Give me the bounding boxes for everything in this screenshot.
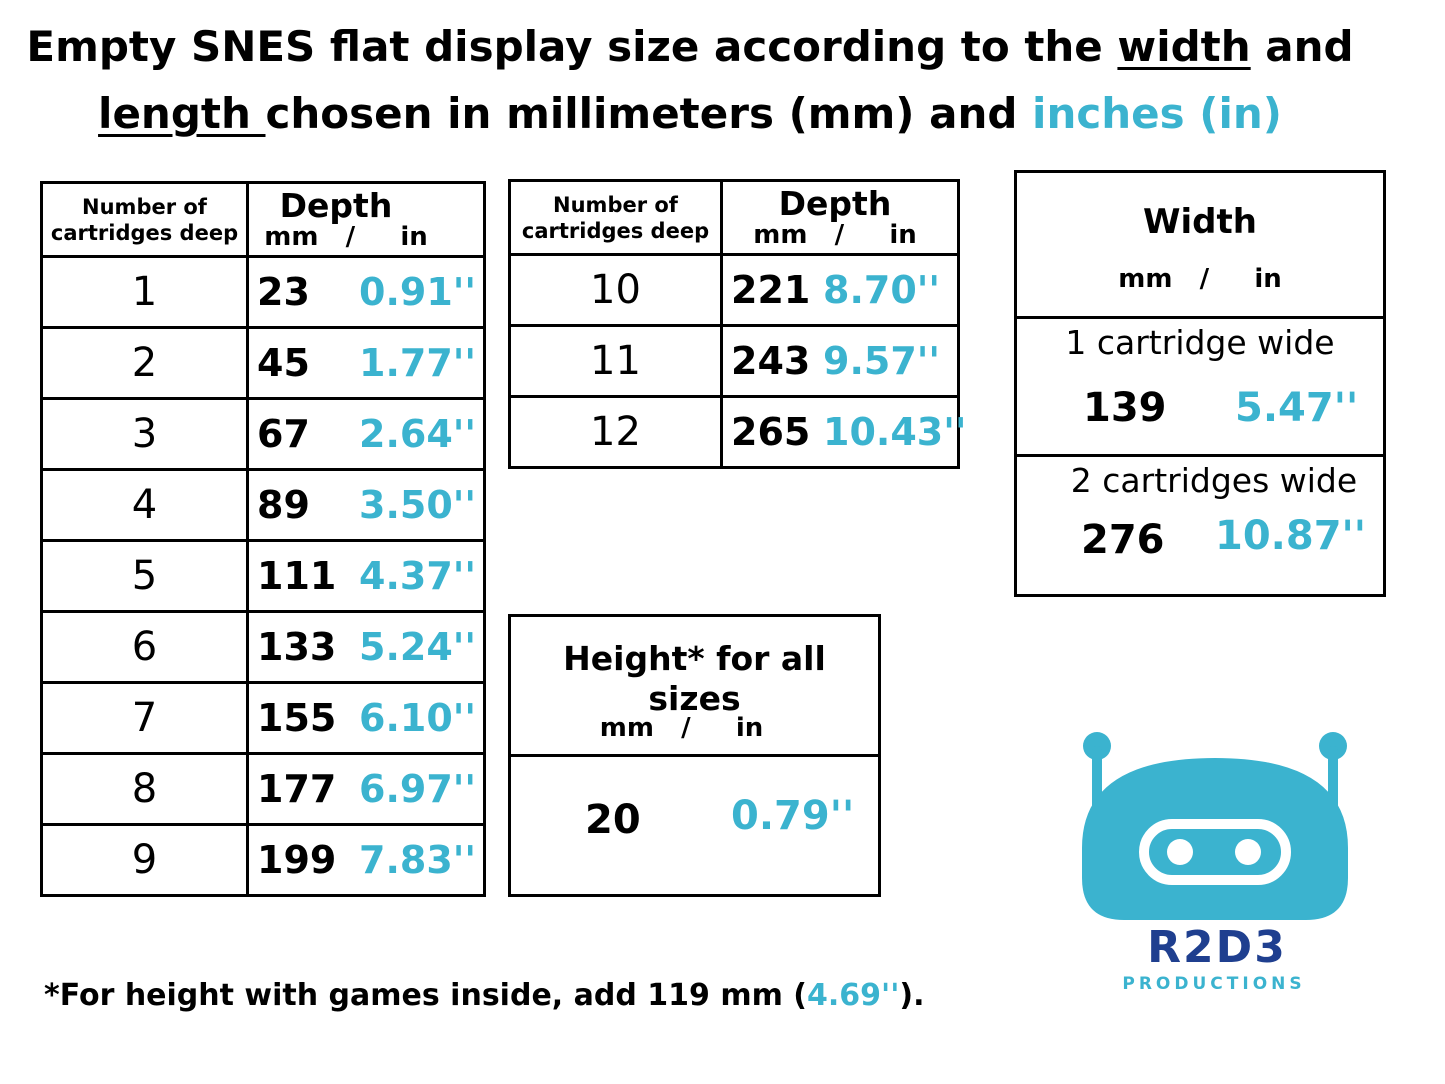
width-in-value: 10.87''	[1215, 513, 1367, 559]
title-text: Empty SNES flat display size according t…	[26, 22, 1118, 71]
width-mm-value: 139	[1083, 385, 1167, 431]
width-table: Width mm / in 1 cartridge wide 139 5.47'…	[1014, 170, 1386, 597]
table-row: 6 133 5.24''	[40, 610, 486, 684]
width-row-label: 1 cartridge wide	[1065, 323, 1335, 362]
title-text: chosen in millimeters (mm) and	[265, 89, 1033, 138]
width-row-2: 2 cartridges wide 276 10.87''	[1014, 454, 1386, 597]
cartridge-count-cell: 10	[508, 253, 723, 327]
cartridge-count-cell: 4	[40, 468, 249, 542]
depth-value-cell: 243 9.57''	[720, 324, 960, 398]
table-row: 8 177 6.97''	[40, 752, 486, 826]
cartridge-count-cell: 9	[40, 823, 249, 897]
depth-mm-value: 221	[731, 268, 811, 312]
r2d3-logo: R2D3 PRODUCTIONS	[1070, 728, 1360, 998]
depth-mm-value: 67	[257, 412, 310, 456]
depth-table-2-header-count: Number of cartridges deep	[508, 179, 723, 256]
depth-table-1-header-depth: Depth mm / in	[246, 181, 486, 258]
cartridge-count-cell: 1	[40, 255, 249, 329]
depth-value-cell: 177 6.97''	[246, 752, 486, 826]
table-row: 7 155 6.10''	[40, 681, 486, 755]
cartridge-count-cell: 6	[40, 610, 249, 684]
cartridge-count-cell: 12	[508, 395, 723, 469]
cartridge-count-cell: 5	[40, 539, 249, 613]
title-width-word: width	[1117, 22, 1251, 71]
depth-in-value: 8.70''	[823, 268, 941, 312]
table-row: 2 45 1.77''	[40, 326, 486, 400]
table-row: 12 265 10.43''	[508, 395, 966, 469]
depth-in-value: 0.91''	[359, 270, 477, 314]
title-inches-word: inches (in)	[1032, 89, 1282, 138]
depth-in-value: 10.43''	[823, 410, 967, 454]
depth-table-1-header-count: Number of cartridges deep	[40, 181, 249, 258]
height-table-values: 20 0.79''	[508, 754, 881, 897]
depth-value-cell: 111 4.37''	[246, 539, 486, 613]
depth-value-cell: 23 0.91''	[246, 255, 486, 329]
depth-in-value: 9.57''	[823, 339, 941, 383]
width-in-value: 5.47''	[1235, 385, 1359, 431]
depth-value-cell: 221 8.70''	[720, 253, 960, 327]
table-row: 11 243 9.57''	[508, 324, 960, 398]
depth-value-cell: 133 5.24''	[246, 610, 486, 684]
depth-mm-value: 111	[257, 554, 337, 598]
table-row: 10 221 8.70''	[508, 253, 960, 327]
depth-in-value: 2.64''	[359, 412, 477, 456]
depth-in-value: 7.83''	[359, 838, 477, 882]
depth-table-1: Number of cartridges deep Depth mm / in …	[40, 181, 486, 897]
robot-icon	[1082, 732, 1348, 920]
page-title-line-1: Empty SNES flat display size according t…	[0, 14, 1380, 80]
depth-in-value: 6.10''	[359, 696, 477, 740]
depth-value-cell: 155 6.10''	[246, 681, 486, 755]
title-text: and	[1250, 22, 1354, 71]
depth-value-cell: 89 3.50''	[246, 468, 486, 542]
depth-mm-value: 89	[257, 483, 310, 527]
table-row: 3 67 2.64''	[40, 397, 486, 471]
depth-in-value: 3.50''	[359, 483, 477, 527]
depth-value-cell: 199 7.83''	[246, 823, 486, 897]
cartridge-count-cell: 2	[40, 326, 249, 400]
depth-mm-value: 265	[731, 410, 811, 454]
depth-mm-value: 155	[257, 696, 337, 740]
depth-in-value: 5.24''	[359, 625, 477, 669]
cartridge-count-cell: 8	[40, 752, 249, 826]
cartridge-count-cell: 3	[40, 397, 249, 471]
table-row: 1 23 0.91''	[40, 255, 486, 329]
depth-mm-value: 45	[257, 341, 310, 385]
height-in-value: 0.79''	[731, 793, 855, 839]
depth-in-value: 4.37''	[359, 554, 477, 598]
depth-mm-value: 23	[257, 270, 310, 314]
table-row: 4 89 3.50''	[40, 468, 486, 542]
footnote: *For height with games inside, add 119 m…	[44, 978, 925, 1013]
depth-value-cell: 67 2.64''	[246, 397, 486, 471]
depth-value-cell: 265 10.43''	[720, 395, 966, 469]
height-table-header: Height* for all sizes mm / in	[508, 614, 881, 757]
depth-mm-value: 243	[731, 339, 811, 383]
depth-mm-value: 133	[257, 625, 337, 669]
depth-table-2-header-depth: Depth mm / in	[720, 179, 960, 256]
title-length-word: length	[98, 89, 266, 138]
width-mm-value: 276	[1081, 517, 1165, 563]
logo-wordmark: R2D3	[1147, 922, 1287, 973]
depth-mm-value: 199	[257, 838, 337, 882]
table-row: 5 111 4.37''	[40, 539, 486, 613]
depth-value-cell: 45 1.77''	[246, 326, 486, 400]
height-mm-value: 20	[585, 797, 641, 843]
width-table-header: Width mm / in	[1014, 170, 1386, 319]
width-row-1: 1 cartridge wide 139 5.47''	[1014, 316, 1386, 457]
depth-mm-value: 177	[257, 767, 337, 811]
depth-in-value: 6.97''	[359, 767, 477, 811]
depth-in-value: 1.77''	[359, 341, 477, 385]
table-row: 9 199 7.83''	[40, 823, 486, 897]
logo-subtext: PRODUCTIONS	[1122, 974, 1306, 994]
height-table: Height* for all sizes mm / in 20 0.79''	[508, 614, 881, 897]
cartridge-count-cell: 11	[508, 324, 723, 398]
width-row-label: 2 cartridges wide	[1070, 461, 1358, 500]
cartridge-count-cell: 7	[40, 681, 249, 755]
page-title-line-2: length chosen in millimeters (mm) and in…	[0, 81, 1380, 147]
depth-table-2: Number of cartridges deep Depth mm / in …	[508, 179, 966, 469]
